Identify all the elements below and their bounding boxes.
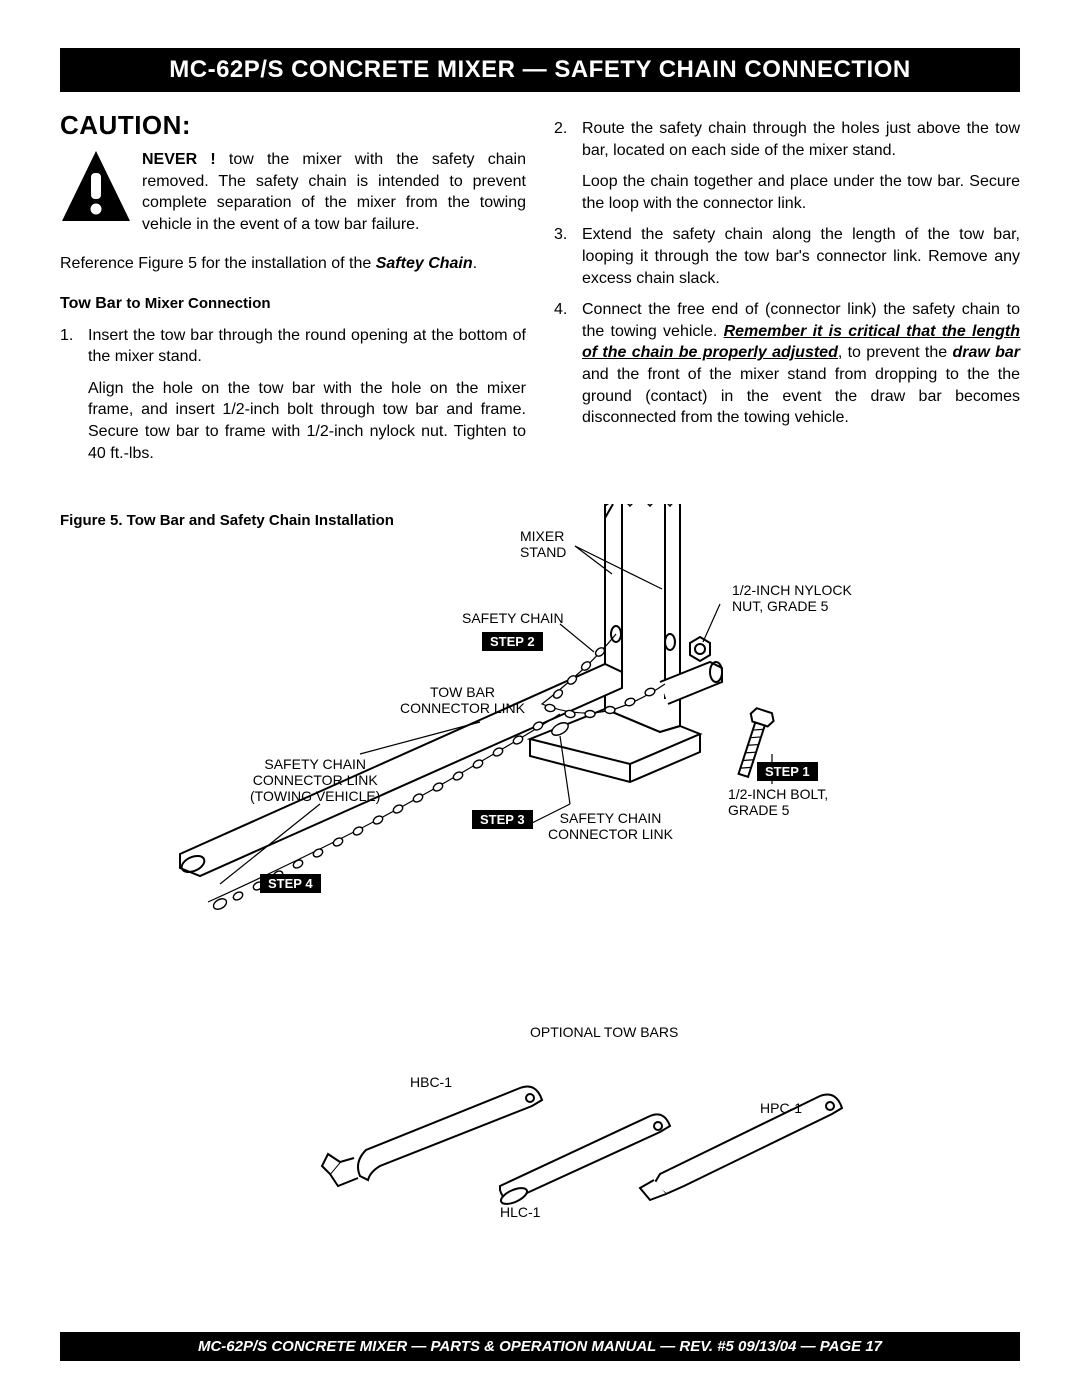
label-nylock: 1/2-INCH NYLOCKNUT, GRADE 5 xyxy=(732,582,852,614)
right-step4b: , to prevent the xyxy=(838,344,953,361)
never-word: NEVER ! xyxy=(142,151,216,168)
left-step1-text: Insert the tow bar through the round ope… xyxy=(88,327,526,366)
caution-heading: CAUTION: xyxy=(60,108,526,143)
label-sc-conn-tow: SAFETY CHAINCONNECTOR LINK(TOWING VEHICL… xyxy=(250,756,380,804)
right-column: Route the safety chain through the holes… xyxy=(554,108,1020,464)
step2-badge: STEP 2 xyxy=(482,632,543,651)
right-step4c: and the front of the mixer stand from dr… xyxy=(582,366,1020,426)
label-bolt: 1/2-INCH BOLT,GRADE 5 xyxy=(728,786,828,818)
label-hpc1: HPC-1 xyxy=(760,1100,802,1116)
right-step-3: Extend the safety chain along the length… xyxy=(554,224,1020,289)
label-hlc1: HLC-1 xyxy=(500,1204,540,1220)
left-step-1: Insert the tow bar through the round ope… xyxy=(60,325,526,465)
right-step4-em2: draw bar xyxy=(952,344,1020,361)
right-step3-text: Extend the safety chain along the length… xyxy=(582,226,1020,286)
page-title-bar: MC-62P/S CONCRETE MIXER — SAFETY CHAIN C… xyxy=(60,48,1020,92)
label-sc-conn: SAFETY CHAINCONNECTOR LINK xyxy=(548,810,673,842)
right-step2b-text: Loop the chain together and place under … xyxy=(582,171,1020,214)
subhead-a: Tow Bar xyxy=(60,295,126,312)
left-step1b-text: Align the hole on the tow bar with the h… xyxy=(88,378,526,464)
label-safety-chain: SAFETY CHAIN xyxy=(462,610,564,626)
content-columns: CAUTION: NEVER ! tow the mixer with the … xyxy=(60,108,1020,464)
ref-post: . xyxy=(473,255,477,272)
figure-svg xyxy=(60,504,1020,934)
left-steps: Insert the tow bar through the round ope… xyxy=(60,325,526,465)
caution-block: NEVER ! tow the mixer with the safety ch… xyxy=(60,149,526,235)
left-column: CAUTION: NEVER ! tow the mixer with the … xyxy=(60,108,526,464)
label-towbar-conn: TOW BARCONNECTOR LINK xyxy=(400,684,525,716)
ref-em: Saftey Chain xyxy=(376,255,473,272)
towbar-subhead: Tow Bar to Mixer Connection xyxy=(60,293,526,315)
right-step-2: Route the safety chain through the holes… xyxy=(554,118,1020,214)
subhead-b: to Mixer Connection xyxy=(126,295,270,312)
step1-badge: STEP 1 xyxy=(757,762,818,781)
right-step2-text: Route the safety chain through the holes… xyxy=(582,120,1020,159)
label-mixer-stand: MIXERSTAND xyxy=(520,528,566,560)
figure-5: Figure 5. Tow Bar and Safety Chain Insta… xyxy=(60,504,1020,934)
label-hbc1: HBC-1 xyxy=(410,1074,452,1090)
warning-icon xyxy=(60,149,132,235)
step3-badge: STEP 3 xyxy=(472,810,533,829)
ref-pre: Reference Figure 5 for the installation … xyxy=(60,255,376,272)
caution-text: NEVER ! tow the mixer with the safety ch… xyxy=(142,149,526,235)
right-step-4: Connect the free end of (connector link)… xyxy=(554,299,1020,429)
optional-towbars: OPTIONAL TOW BARS HBC-1 HLC xyxy=(60,1024,1020,1244)
footer-bar: MC-62P/S CONCRETE MIXER — PARTS & OPERAT… xyxy=(60,1332,1020,1361)
right-steps: Route the safety chain through the holes… xyxy=(554,118,1020,429)
reference-line: Reference Figure 5 for the installation … xyxy=(60,253,526,275)
step4-badge: STEP 4 xyxy=(260,874,321,893)
